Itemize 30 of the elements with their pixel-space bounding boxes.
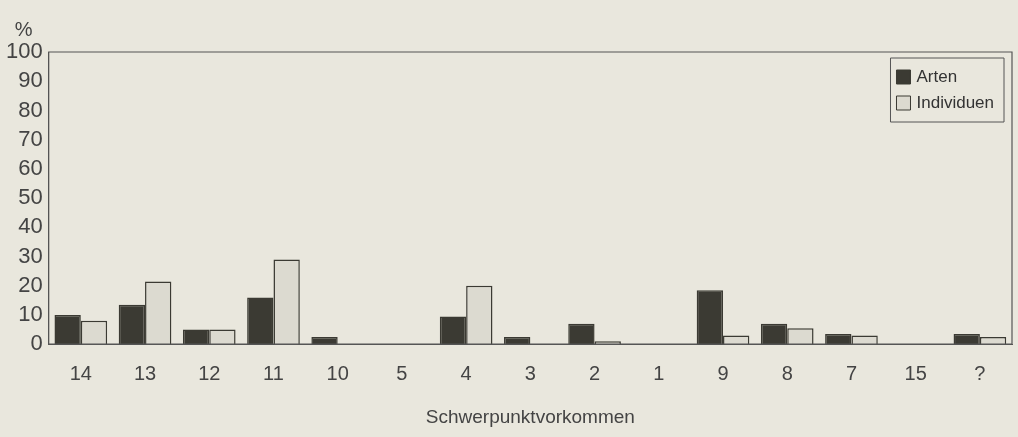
legend-label: Individuen	[916, 92, 995, 112]
x-tick-label: 8	[781, 361, 793, 384]
y-tick-label: 20	[18, 271, 43, 297]
x-tick-label: 9	[717, 361, 729, 384]
y-tick-label: 40	[18, 213, 43, 239]
x-tick-label: ?	[974, 361, 986, 384]
x-tick-label: 3	[524, 361, 536, 384]
y-tick-label: 100	[5, 38, 43, 64]
x-tick-label: 11	[263, 361, 284, 384]
y-tick-label: 50	[18, 184, 43, 210]
x-tick-label: 2	[589, 361, 601, 384]
y-axis-title: %	[14, 17, 33, 40]
x-tick-label: 4	[460, 361, 472, 384]
y-tick-label: 30	[18, 242, 43, 268]
y-tick-label: 0	[30, 330, 43, 356]
x-tick-label: 14	[69, 361, 92, 384]
x-tick-label: 12	[198, 361, 221, 384]
x-tick-label: 10	[326, 361, 349, 384]
legend-label: Arten	[916, 66, 958, 86]
x-tick-label: 7	[845, 361, 858, 384]
x-tick-label: 15	[904, 361, 927, 384]
y-tick-label: 60	[18, 154, 43, 180]
y-tick-label: 80	[18, 96, 43, 122]
y-tick-label: 70	[18, 125, 43, 151]
x-axis-title: Schwerpunktvorkommen	[425, 405, 635, 427]
y-tick-label: 90	[18, 67, 43, 93]
x-tick-label: 13	[133, 361, 157, 384]
x-tick-label: 1	[653, 361, 665, 384]
y-tick-label: 10	[18, 301, 43, 327]
x-tick-label: 5	[396, 361, 408, 384]
